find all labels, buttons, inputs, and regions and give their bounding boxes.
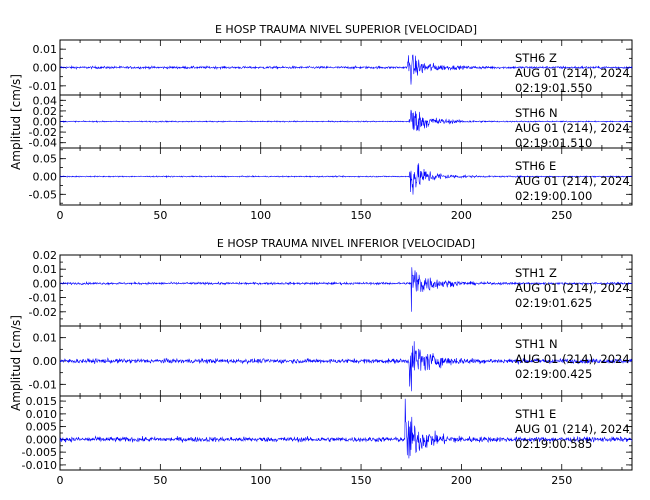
y-tick-label: -0.04: [29, 137, 57, 150]
y-tick-label: -0.02: [29, 126, 57, 139]
date-label: AUG 01 (214), 2024: [515, 422, 630, 436]
waveform-trace: [59, 341, 633, 392]
station-component-label: STH1 E: [515, 407, 556, 421]
date-label: AUG 01 (214), 2024: [515, 352, 630, 366]
y-tick-label: 0.000: [26, 433, 58, 446]
chart-title: E HOSP TRAUMA NIVEL INFERIOR [VELOCIDAD]: [217, 237, 475, 250]
y-tick-label: 0.00: [33, 171, 58, 184]
y-tick-label: 0.02: [33, 249, 58, 262]
x-tick-label: 200: [451, 209, 472, 222]
y-tick-label: 0.05: [33, 153, 58, 166]
waveform-trace: [59, 267, 633, 312]
y-tick-label: 0.01: [33, 43, 58, 56]
y-tick-label: -0.01: [29, 378, 57, 391]
x-tick-label: 150: [351, 474, 372, 487]
station-component-label: STH6 E: [515, 159, 556, 173]
y-tick-label: 0.010: [26, 408, 58, 421]
date-label: AUG 01 (214), 2024: [515, 281, 630, 295]
date-label: AUG 01 (214), 2024: [515, 174, 630, 188]
x-tick-label: 100: [250, 474, 271, 487]
date-label: AUG 01 (214), 2024: [515, 121, 630, 135]
x-tick-label: 50: [153, 209, 167, 222]
y-tick-label: 0.00: [33, 355, 58, 368]
y-axis-label: Amplitud [cm/s]: [9, 74, 23, 170]
station-component-label: STH1 N: [515, 337, 558, 351]
x-tick-label: 250: [551, 474, 572, 487]
x-tick-label: 0: [57, 209, 64, 222]
station-component-label: STH6 Z: [515, 51, 557, 65]
x-tick-label: 200: [451, 474, 472, 487]
y-tick-label: -0.02: [29, 306, 57, 319]
y-tick-label: 0.00: [33, 62, 58, 75]
y-tick-label: -0.010: [22, 459, 57, 472]
y-tick-label: 0.00: [33, 277, 58, 290]
y-tick-label: 0.01: [33, 332, 58, 345]
time-label: 02:19:00.100: [515, 189, 592, 203]
time-label: 02:19:01.550: [515, 81, 592, 95]
x-tick-label: 250: [551, 209, 572, 222]
station-component-label: STH1 Z: [515, 266, 557, 280]
y-axis-label: Amplitud [cm/s]: [9, 315, 23, 411]
waveform-trace: [59, 54, 633, 85]
chart-title: E HOSP TRAUMA NIVEL SUPERIOR [VELOCIDAD]: [215, 23, 477, 36]
time-label: 02:19:01.510: [515, 136, 592, 150]
y-tick-label: 0.015: [26, 395, 58, 408]
x-tick-label: 100: [250, 209, 271, 222]
y-tick-label: -0.01: [29, 80, 57, 93]
y-tick-label: 0.02: [33, 105, 58, 118]
time-label: 02:19:01.625: [515, 296, 592, 310]
time-label: 02:19:00.425: [515, 367, 592, 381]
y-tick-label: -0.005: [22, 446, 57, 459]
y-tick-label: -0.05: [29, 188, 57, 201]
waveform-trace: [59, 109, 633, 132]
waveform-trace: [59, 398, 633, 459]
y-tick-label: 0.00: [33, 116, 58, 129]
date-label: AUG 01 (214), 2024: [515, 66, 630, 80]
x-tick-label: 150: [351, 209, 372, 222]
station-component-label: STH6 N: [515, 106, 558, 120]
y-tick-label: 0.04: [33, 94, 58, 107]
y-tick-label: -0.01: [29, 292, 57, 305]
x-tick-label: 50: [153, 474, 167, 487]
time-label: 02:19:00.585: [515, 437, 592, 451]
y-tick-label: 0.01: [33, 263, 58, 276]
x-tick-label: 0: [57, 474, 64, 487]
y-tick-label: 0.005: [26, 421, 58, 434]
waveform-trace: [59, 163, 633, 195]
